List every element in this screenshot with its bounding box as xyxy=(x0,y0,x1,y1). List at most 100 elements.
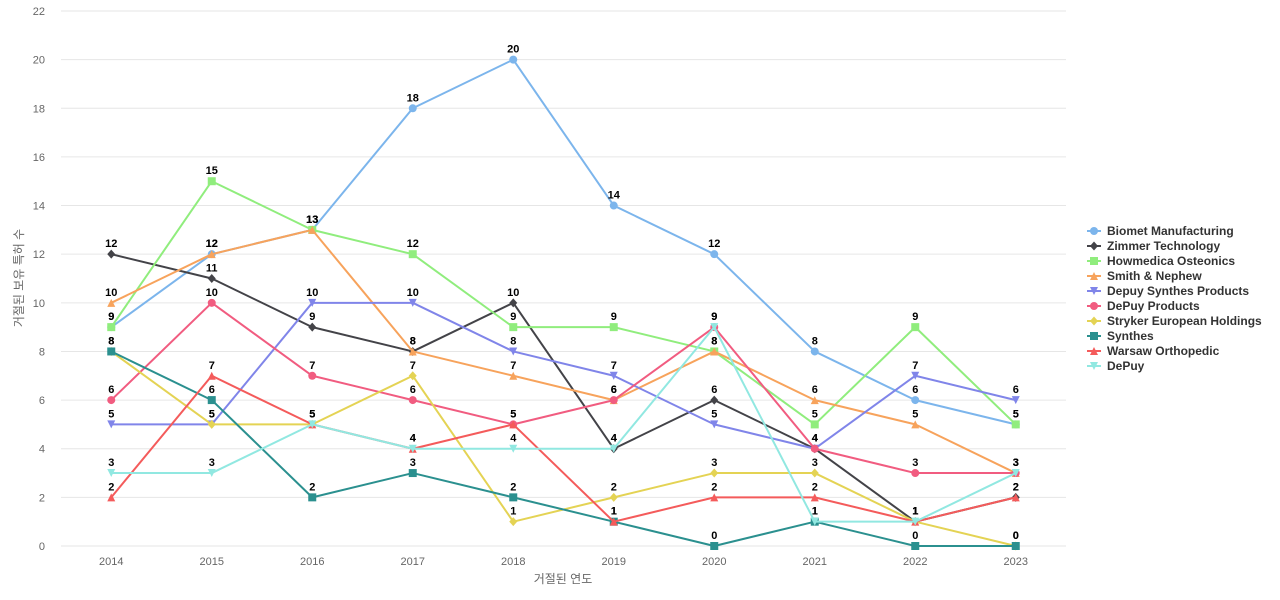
data-point xyxy=(107,323,115,331)
legend-label: Warsaw Orthopedic xyxy=(1107,344,1220,358)
y-tick-label: 0 xyxy=(39,541,45,553)
data-point xyxy=(710,469,718,478)
legend-label: Synthes xyxy=(1107,329,1154,343)
data-label: 9 xyxy=(108,311,114,323)
y-tick-label: 12 xyxy=(33,249,45,261)
legend-label: Smith & Nephew xyxy=(1107,269,1202,283)
data-label: 12 xyxy=(105,238,117,250)
data-point xyxy=(811,469,819,478)
legend-label: Stryker European Holdings xyxy=(1107,314,1262,328)
data-label: 5 xyxy=(912,408,918,420)
data-label: 5 xyxy=(510,408,516,420)
data-point xyxy=(811,420,819,428)
data-label: 2 xyxy=(711,481,717,493)
x-tick-label: 2014 xyxy=(99,556,123,568)
data-label: 2 xyxy=(108,481,114,493)
x-tick-label: 2017 xyxy=(401,556,425,568)
data-point xyxy=(710,396,718,405)
data-point xyxy=(509,493,517,501)
y-tick-label: 20 xyxy=(33,55,45,67)
legend-label: Depuy Synthes Products xyxy=(1107,284,1249,298)
legend-marker xyxy=(1090,242,1098,251)
data-label: 0 xyxy=(1013,530,1019,542)
data-point xyxy=(610,396,618,404)
data-point xyxy=(208,274,216,283)
legend-item[interactable]: Warsaw Orthopedic xyxy=(1087,344,1220,358)
legend-label: DePuy Products xyxy=(1107,299,1200,313)
data-point xyxy=(409,469,417,477)
x-tick-label: 2015 xyxy=(200,556,224,568)
data-point xyxy=(710,542,718,550)
data-label: 12 xyxy=(407,238,419,250)
data-label: 9 xyxy=(711,311,717,323)
data-label: 3 xyxy=(1013,457,1019,469)
data-label: 9 xyxy=(510,311,516,323)
data-label: 11 xyxy=(206,263,218,275)
data-label: 8 xyxy=(410,335,416,347)
data-label: 12 xyxy=(708,238,720,250)
data-label: 7 xyxy=(309,360,315,372)
data-point xyxy=(409,250,417,258)
data-point xyxy=(610,202,618,210)
data-label: 18 xyxy=(407,92,419,104)
legend-item[interactable]: Zimmer Technology xyxy=(1087,239,1220,253)
data-label: 10 xyxy=(507,287,519,299)
y-tick-label: 10 xyxy=(33,298,45,310)
data-label: 10 xyxy=(206,287,218,299)
legend-item[interactable]: Biomet Manufacturing xyxy=(1087,224,1234,238)
data-label: 7 xyxy=(410,360,416,372)
data-label: 4 xyxy=(410,433,417,445)
data-point xyxy=(911,469,919,477)
data-label: 6 xyxy=(410,384,416,396)
legend-marker xyxy=(1090,317,1098,326)
legend-item[interactable]: Stryker European Holdings xyxy=(1087,314,1262,328)
legend-marker xyxy=(1090,257,1098,265)
data-point xyxy=(208,299,216,307)
data-label: 8 xyxy=(510,335,516,347)
legend-item[interactable]: Howmedica Osteonics xyxy=(1087,254,1235,268)
data-label: 6 xyxy=(812,384,818,396)
data-label: 1 xyxy=(812,506,818,518)
data-label: 2 xyxy=(611,481,617,493)
x-axis-title: 거절된 연도 xyxy=(534,572,593,586)
legend-item[interactable]: DePuy xyxy=(1087,359,1145,373)
x-tick-label: 2018 xyxy=(501,556,525,568)
data-label: 8 xyxy=(711,335,717,347)
data-label: 4 xyxy=(611,433,618,445)
data-label: 6 xyxy=(711,384,717,396)
data-point xyxy=(911,396,919,404)
data-label: 2 xyxy=(1013,481,1019,493)
legend-item[interactable]: DePuy Products xyxy=(1087,299,1200,313)
data-point xyxy=(107,396,115,404)
data-point xyxy=(610,323,618,331)
data-label: 5 xyxy=(1013,408,1019,420)
data-label: 13 xyxy=(306,214,318,226)
data-point xyxy=(911,542,919,550)
data-label: 5 xyxy=(711,408,717,420)
data-label: 12 xyxy=(206,238,218,250)
data-point xyxy=(308,493,316,501)
data-label: 20 xyxy=(507,44,519,56)
legend-item[interactable]: Synthes xyxy=(1087,329,1154,343)
data-point xyxy=(811,347,819,355)
x-axis: 2014 2015 2016 2017 2018 2019 2020 2021 2022 2023 xyxy=(99,556,1028,568)
data-label: 2 xyxy=(812,481,818,493)
data-point xyxy=(1012,542,1020,550)
data-label: 7 xyxy=(912,360,918,372)
y-tick-label: 22 xyxy=(33,6,45,18)
data-label: 14 xyxy=(608,190,621,202)
data-point xyxy=(509,56,517,64)
y-tick-label: 2 xyxy=(39,492,45,504)
y-tick-label: 16 xyxy=(33,152,45,164)
data-label: 9 xyxy=(309,311,315,323)
data-label: 1 xyxy=(510,506,516,518)
x-tick-label: 2021 xyxy=(803,556,827,568)
data-label: 7 xyxy=(209,360,215,372)
data-point xyxy=(710,250,718,258)
data-point xyxy=(811,445,819,453)
data-label: 6 xyxy=(209,384,215,396)
data-point xyxy=(107,347,115,355)
legend-item[interactable]: Smith & Nephew xyxy=(1087,269,1202,283)
legend-item[interactable]: Depuy Synthes Products xyxy=(1087,284,1249,298)
y-tick-label: 6 xyxy=(39,395,45,407)
